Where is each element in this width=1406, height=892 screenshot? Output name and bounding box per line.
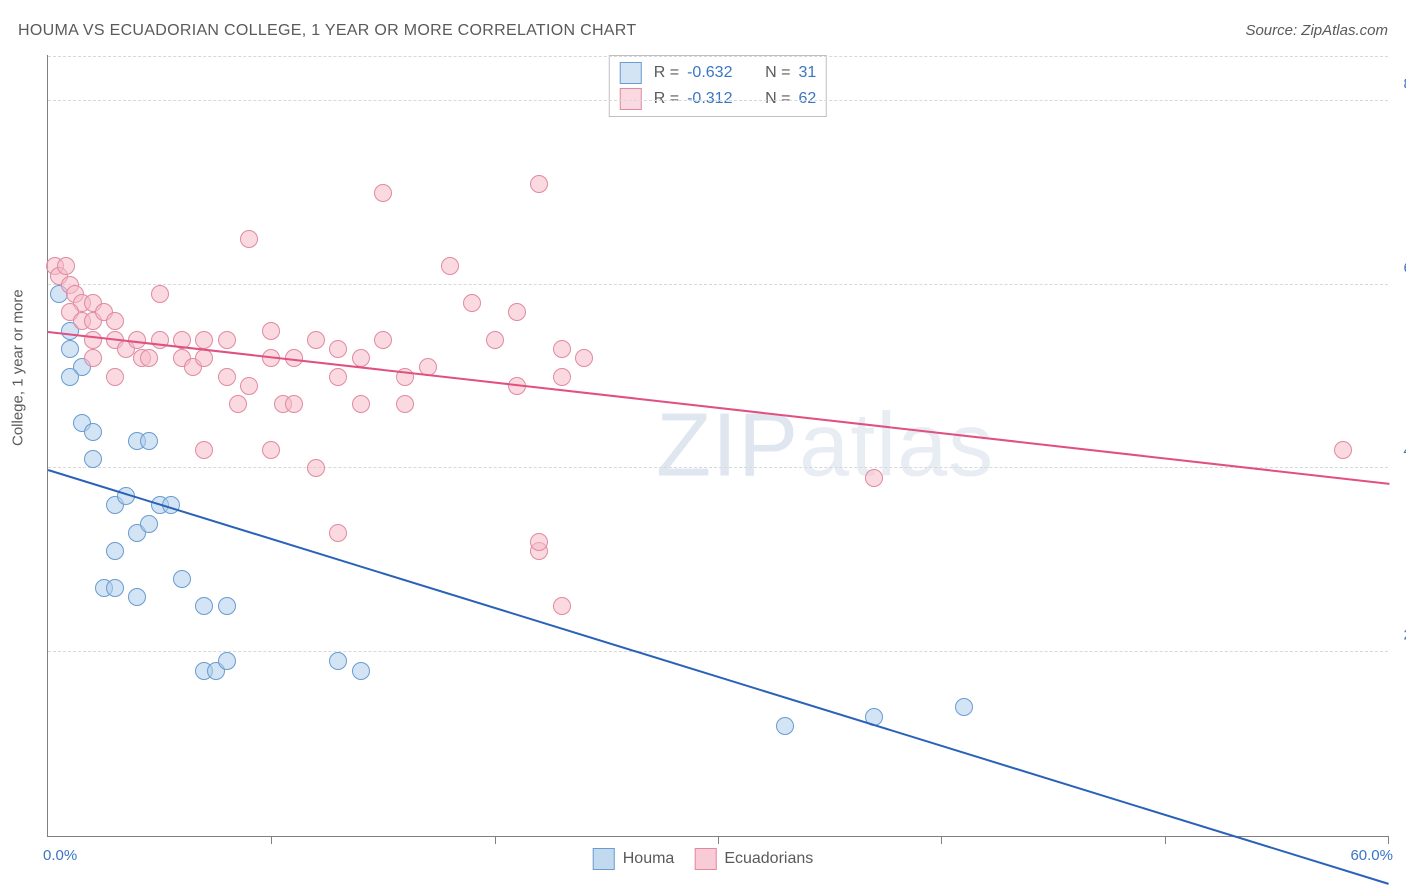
scatter-point xyxy=(84,450,102,468)
scatter-point xyxy=(329,368,347,386)
scatter-point xyxy=(218,368,236,386)
scatter-point xyxy=(218,652,236,670)
y-tick-label: 20.0% xyxy=(1396,627,1406,644)
scatter-point xyxy=(195,441,213,459)
scatter-point xyxy=(173,570,191,588)
scatter-point xyxy=(106,312,124,330)
x-axis-max-label: 60.0% xyxy=(1350,847,1393,864)
legend-item: Ecuadorians xyxy=(694,848,813,870)
legend-swatch xyxy=(620,62,642,84)
scatter-point xyxy=(106,368,124,386)
y-tick-label: 80.0% xyxy=(1396,75,1406,92)
y-axis-label: College, 1 year or more xyxy=(10,289,27,446)
gridline xyxy=(48,56,1388,57)
scatter-point xyxy=(352,662,370,680)
scatter-point xyxy=(106,542,124,560)
scatter-point xyxy=(84,423,102,441)
scatter-point xyxy=(530,175,548,193)
scatter-point xyxy=(307,459,325,477)
scatter-point xyxy=(240,377,258,395)
scatter-point xyxy=(553,340,571,358)
scatter-point xyxy=(229,395,247,413)
scatter-point xyxy=(955,698,973,716)
scatter-point xyxy=(329,524,347,542)
scatter-point xyxy=(195,349,213,367)
legend-label: Houma xyxy=(623,850,675,868)
y-tick-label: 60.0% xyxy=(1396,259,1406,276)
scatter-point xyxy=(530,533,548,551)
scatter-point xyxy=(329,652,347,670)
scatter-point xyxy=(486,331,504,349)
gridline xyxy=(48,467,1388,468)
scatter-point xyxy=(151,285,169,303)
scatter-point xyxy=(396,395,414,413)
n-label: N = xyxy=(765,64,790,82)
x-tick xyxy=(718,836,719,844)
scatter-point xyxy=(195,597,213,615)
scatter-point xyxy=(508,303,526,321)
scatter-point xyxy=(463,294,481,312)
scatter-point xyxy=(352,395,370,413)
scatter-point xyxy=(553,368,571,386)
scatter-point xyxy=(307,331,325,349)
legend-label: Ecuadorians xyxy=(724,850,813,868)
gridline xyxy=(48,651,1388,652)
watermark-light: atlas xyxy=(799,395,994,495)
scatter-point xyxy=(575,349,593,367)
scatter-point xyxy=(1334,441,1352,459)
scatter-point xyxy=(865,469,883,487)
scatter-point xyxy=(140,432,158,450)
n-value: 31 xyxy=(798,64,816,82)
watermark: ZIPatlas xyxy=(656,394,994,497)
scatter-point xyxy=(374,184,392,202)
scatter-point xyxy=(106,579,124,597)
scatter-point xyxy=(57,257,75,275)
scatter-point xyxy=(240,230,258,248)
scatter-point xyxy=(329,340,347,358)
correlation-legend-row: R = -0.632 N = 31 xyxy=(620,60,816,86)
plot-area: ZIPatlas R =-0.632N =31R =-0.312N =62 0.… xyxy=(47,55,1388,837)
scatter-point xyxy=(195,331,213,349)
source-attribution: Source: ZipAtlas.com xyxy=(1245,22,1388,39)
scatter-point xyxy=(61,340,79,358)
x-axis-min-label: 0.0% xyxy=(43,847,77,864)
scatter-point xyxy=(352,349,370,367)
scatter-point xyxy=(218,597,236,615)
legend-swatch xyxy=(593,848,615,870)
correlation-legend: R =-0.632N =31R =-0.312N =62 xyxy=(609,55,827,117)
scatter-point xyxy=(218,331,236,349)
trend-line xyxy=(48,331,1389,485)
scatter-point xyxy=(374,331,392,349)
trend-line xyxy=(48,469,1390,885)
scatter-point xyxy=(441,257,459,275)
scatter-point xyxy=(84,349,102,367)
legend-item: Houma xyxy=(593,848,675,870)
scatter-point xyxy=(285,395,303,413)
gridline xyxy=(48,100,1388,101)
r-value: -0.632 xyxy=(687,64,747,82)
scatter-point xyxy=(140,349,158,367)
scatter-point xyxy=(262,322,280,340)
y-tick-label: 40.0% xyxy=(1396,443,1406,460)
x-tick xyxy=(941,836,942,844)
chart-container: HOUMA VS ECUADORIAN COLLEGE, 1 YEAR OR M… xyxy=(0,0,1406,892)
r-label: R = xyxy=(654,64,679,82)
gridline xyxy=(48,284,1388,285)
scatter-point xyxy=(140,515,158,533)
series-legend: Houma Ecuadorians xyxy=(593,848,814,870)
scatter-point xyxy=(262,441,280,459)
scatter-point xyxy=(776,717,794,735)
x-tick xyxy=(1165,836,1166,844)
scatter-point xyxy=(84,331,102,349)
x-tick xyxy=(1388,836,1389,844)
scatter-point xyxy=(61,368,79,386)
x-tick xyxy=(495,836,496,844)
scatter-point xyxy=(128,588,146,606)
chart-title: HOUMA VS ECUADORIAN COLLEGE, 1 YEAR OR M… xyxy=(18,22,636,40)
legend-swatch xyxy=(694,848,716,870)
scatter-point xyxy=(553,597,571,615)
x-tick xyxy=(271,836,272,844)
